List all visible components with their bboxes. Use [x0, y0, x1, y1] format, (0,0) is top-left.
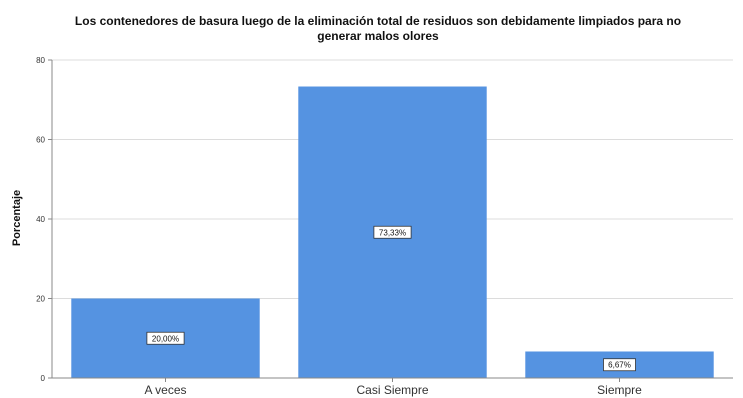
x-tick-label: A veces	[144, 383, 186, 397]
y-tick-label: 0	[41, 374, 46, 383]
bars-group: 20,00% 73,33% 6,67%	[71, 86, 714, 379]
axes-group: 0 20 40 60 80 A veces Casi Siempre Siempre	[36, 56, 733, 397]
y-tick-label: 60	[36, 136, 45, 145]
chart-title-line-1: Los contenedores de basura luego de la e…	[75, 14, 681, 28]
data-label: 6,67%	[608, 361, 631, 370]
data-label-box	[373, 225, 412, 239]
y-tick-label: 80	[36, 56, 45, 65]
y-tick-label: 20	[36, 295, 45, 304]
chart-title-line-2: generar malos olores	[317, 29, 439, 43]
data-label-box	[146, 331, 185, 345]
data-label-box	[603, 358, 636, 372]
y-tick-label: 40	[36, 215, 45, 224]
data-label: 20,00%	[152, 334, 179, 343]
y-axis-label: Porcentaje	[11, 190, 23, 246]
x-tick-label: Siempre	[597, 383, 642, 397]
data-label: 73,33%	[379, 228, 406, 237]
x-tick-label: Casi Siempre	[356, 383, 428, 397]
